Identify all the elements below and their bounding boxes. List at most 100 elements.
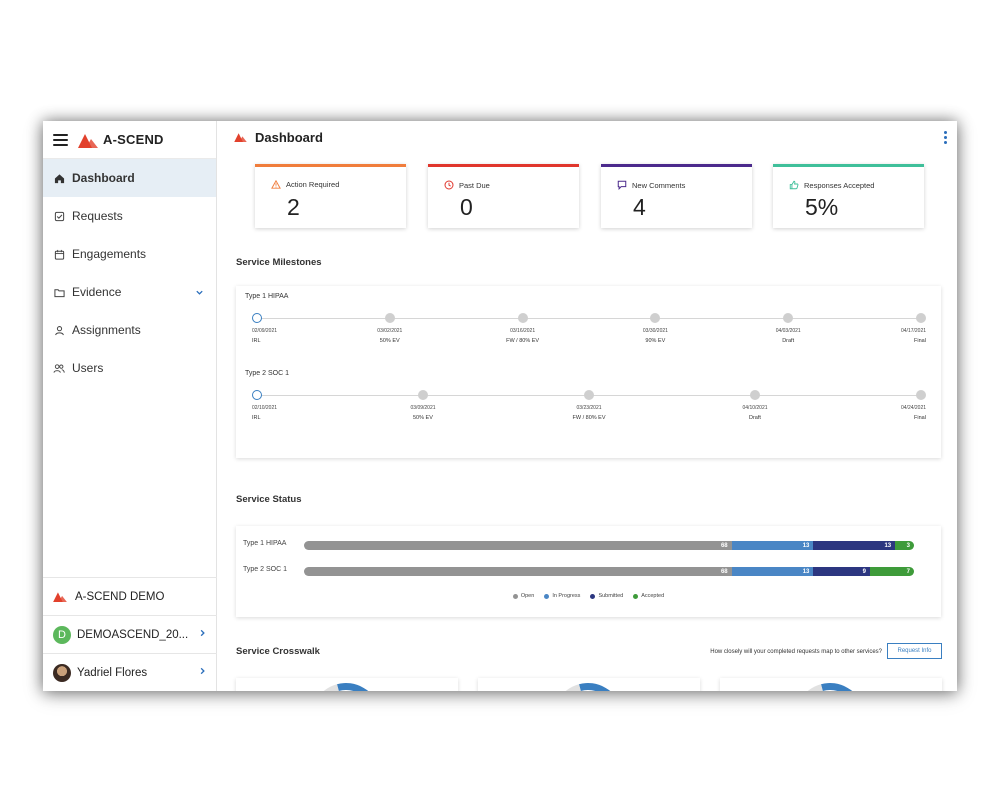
users-icon [53,362,65,374]
status-segment-in-progress[interactable]: 13 [731,541,814,550]
chevron-right-icon[interactable] [198,666,207,679]
donut-chart [298,678,394,691]
sidebar-item-label: Users [72,361,104,375]
page-header: Dashboard [218,121,957,153]
status-segment-accepted[interactable]: 7 [869,567,914,576]
milestones-title: Service Milestones [236,257,322,268]
checkbox-icon [53,210,65,222]
milestone-point[interactable] [418,390,428,400]
milestone-point[interactable] [916,313,926,323]
sidebar-item-label: Dashboard [72,171,135,185]
legend-label: In Progress [552,593,581,599]
chevron-down-icon[interactable] [195,286,204,300]
milestone-point[interactable] [517,313,528,323]
status-segment-open[interactable]: 68 [304,541,732,550]
donut-chart [540,678,636,691]
user-icon [53,324,65,336]
card-label: Responses Accepted [804,180,875,190]
new-comments-card[interactable]: New Comments 4 [601,164,752,228]
milestone-date: 04/24/2021 [901,405,927,411]
calendar-icon [53,248,65,260]
card-value: 0 [460,194,473,220]
sidebar-footer: A-SCEND DEMO D DEMOASCEND_20... Yadriel … [43,577,217,691]
status-segment-accepted[interactable]: 3 [895,541,914,550]
sidebar-item-dashboard[interactable]: Dashboard [43,159,216,197]
legend-dot-icon [544,593,550,599]
milestone-track [257,318,921,319]
milestone-point[interactable] [252,313,262,323]
ascend-logo-icon [53,592,67,602]
milestone-service-name: Type 2 SOC 1 [245,370,289,377]
app-window: A-SCEND Dashboard Requests Engagemen [43,121,957,691]
legend-item: Accepted [633,593,664,599]
brand-logo[interactable]: A-SCEND [78,132,164,148]
donut-chart [782,678,878,691]
crosswalk-title: Service Crosswalk [236,646,320,657]
milestone-label: FW / 80% EV [506,338,540,344]
legend-item: Submitted [590,593,623,599]
card-label: Action Required [286,180,340,189]
user-name: Yadriel Flores [77,666,148,679]
card-label: Past Due [459,180,490,190]
more-options-icon[interactable] [944,131,947,144]
sidebar-item-engagements[interactable]: Engagements [43,235,216,273]
milestone-date: 03/02/2021 [377,328,403,334]
status-segment-submitted[interactable]: 9 [813,567,870,576]
ascend-logo-icon [234,133,247,142]
responses-accepted-card[interactable]: Responses Accepted 5% [773,164,924,228]
status-bar[interactable]: 68 13 13 3 [304,541,914,550]
chevron-right-icon[interactable] [198,628,207,641]
sidebar-item-label: Evidence [72,285,122,299]
request-info-button[interactable]: Request Info [887,643,942,659]
card-label: New Comments [632,180,686,190]
milestone-point[interactable] [750,390,760,400]
milestone-point[interactable] [252,390,262,400]
milestone-point[interactable] [783,313,794,323]
legend-label: Open [520,593,535,599]
account-switcher[interactable]: D DEMOASCEND_20... [43,615,217,653]
clock-icon [444,180,454,190]
comment-icon [617,180,627,190]
legend-dot-icon [633,593,639,599]
status-panel: Open In Progress Submitted Accepted Type 1 … [236,526,941,617]
page-title: Dashboard [255,129,323,145]
sidebar-item-evidence[interactable]: Evidence [43,273,216,311]
milestone-point[interactable] [650,313,661,323]
milestone-point[interactable] [584,390,594,400]
avatar [53,663,71,682]
sidebar-item-label: Requests [72,209,123,223]
legend-label: Accepted [641,593,665,599]
sidebar-item-requests[interactable]: Requests [43,197,216,235]
action-required-card[interactable]: Action Required 2 [255,164,406,228]
milestone-date: 02/10/2021 [252,405,278,411]
milestones-panel: Type 1 HIPAA 02/09/2021 IRL 03/02/2021 50% E… [236,286,941,458]
milestone-label: Draft [782,338,795,344]
status-bar[interactable]: 68 13 9 7 [304,567,914,576]
card-value: 2 [287,194,300,220]
status-segment-in-progress[interactable]: 13 [731,567,814,576]
home-icon [53,172,65,184]
sidebar-item-label: Assignments [72,323,141,337]
sidebar: A-SCEND Dashboard Requests Engagemen [43,121,217,691]
past-due-card[interactable]: Past Due 0 [428,164,579,228]
card-value: 5% [805,194,839,220]
milestone-point[interactable] [916,390,926,400]
status-segment-submitted[interactable]: 13 [813,541,896,550]
milestone-label: 50% EV [413,415,433,421]
crosswalk-question: How closely will your completed requests… [710,649,882,655]
milestone-date: 02/09/2021 [252,328,278,334]
ascend-logo-icon [78,133,98,148]
status-row-label: Type 1 HIPAA [243,540,287,547]
org-switcher[interactable]: A-SCEND DEMO [43,577,217,615]
account-name: DEMOASCEND_20... [77,628,189,641]
user-profile[interactable]: Yadriel Flores [43,653,217,691]
milestone-date: 03/30/2021 [642,328,668,334]
main-content: Dashboard Action Required 2 Past Due 0 N… [218,121,957,691]
legend-item: Open [512,593,535,599]
sidebar-item-users[interactable]: Users [43,349,216,387]
status-segment-open[interactable]: 68 [304,567,732,576]
menu-icon[interactable] [53,133,68,146]
sidebar-item-assignments[interactable]: Assignments [43,311,216,349]
milestone-point[interactable] [384,313,395,323]
status-row-label: Type 2 SOC 1 [243,566,287,573]
